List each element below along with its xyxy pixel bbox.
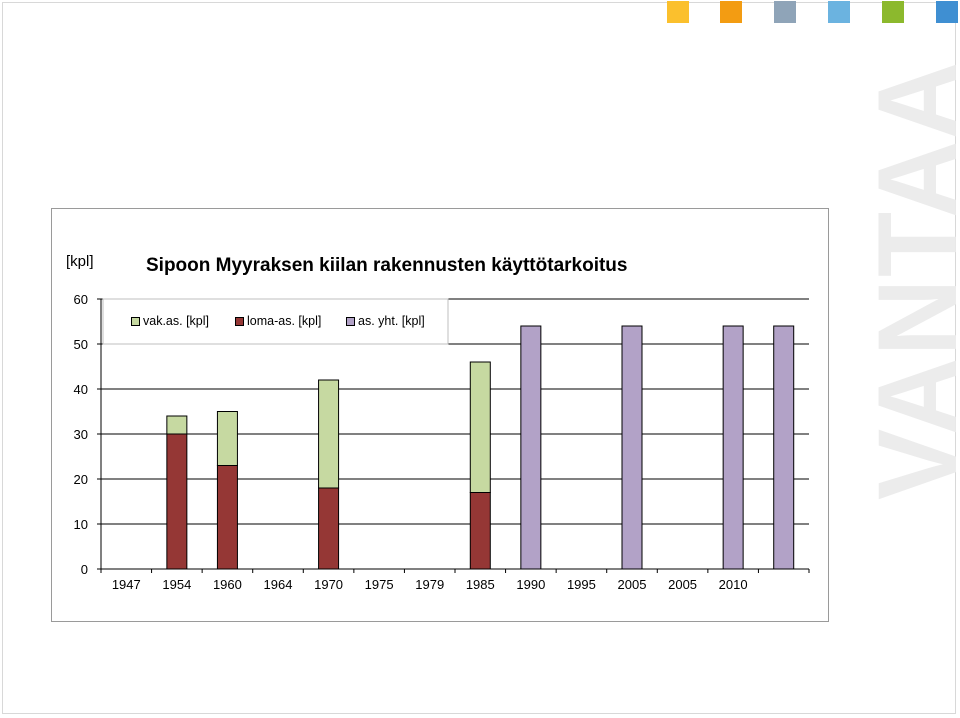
x-tick-label: 2005 [618,577,647,592]
y-tick-label: 40 [74,382,88,397]
x-tick-label: 1985 [466,577,495,592]
x-tick-label: 1975 [365,577,394,592]
bar-segment [318,487,340,570]
x-tick-label: 1954 [162,577,191,592]
chart-title: Sipoon Myyraksen kiilan rakennusten käyt… [146,255,628,276]
y-tick-label: 60 [74,292,88,307]
bar-segment [216,465,238,570]
legend-item: loma-as. [kpl] [235,314,321,328]
y-tick-label: 20 [74,472,88,487]
legend-item: as. yht. [kpl] [346,314,425,328]
bar-segment [773,325,795,570]
x-tick-label: 2010 [719,577,748,592]
y-axis-unit-label: [kpl] [66,253,94,270]
bar-segment [621,325,643,570]
brand-color-swatch [667,1,689,23]
legend-label: vak.as. [kpl] [143,314,209,328]
bar-segment [469,492,491,570]
legend-box [102,298,449,345]
brand-color-swatch [882,1,904,23]
bar-segment [318,379,340,489]
legend-swatch [346,316,355,326]
bar-segment [520,325,542,570]
x-tick-label: 1979 [415,577,444,592]
brand-color-swatch [720,1,742,23]
bar-segment [216,411,238,466]
x-tick-label: 1990 [516,577,545,592]
brand-color-swatch [774,1,796,23]
brand-color-swatch [936,1,958,23]
y-tick-label: 10 [74,517,88,532]
y-tick-label: 30 [74,427,88,442]
x-tick-label: 1970 [314,577,343,592]
legend-label: as. yht. [kpl] [358,314,425,328]
bar-segment [166,433,188,570]
x-tick-label: 1964 [264,577,293,592]
y-tick-label: 0 [81,562,88,577]
bar-segment [469,361,491,493]
bar-segment [166,415,188,435]
legend-swatch [235,316,244,326]
x-tick-label: 1995 [567,577,596,592]
x-tick-label: 1960 [213,577,242,592]
legend-item: vak.as. [kpl] [131,314,209,328]
y-tick-label: 50 [74,337,88,352]
x-tick-label: 1947 [112,577,141,592]
legend-label: loma-as. [kpl] [247,314,322,328]
bar-segment [722,325,744,570]
brand-color-swatch [828,1,850,23]
x-tick-label: 2005 [668,577,697,592]
legend-swatch [131,316,140,326]
